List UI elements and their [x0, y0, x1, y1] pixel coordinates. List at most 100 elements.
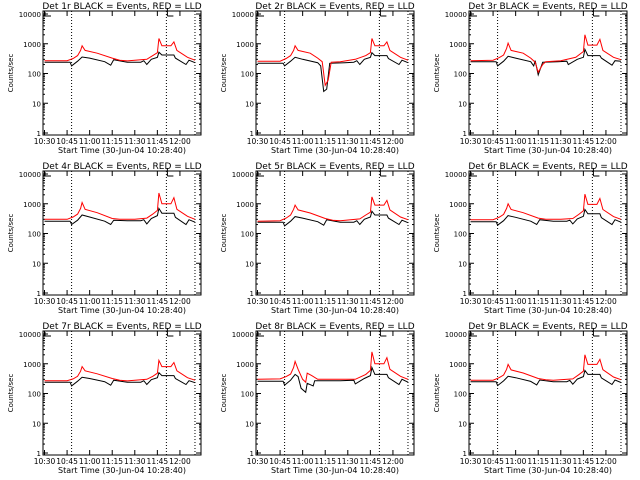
lld-series-line: [257, 351, 409, 384]
y-tick-label: 10: [32, 100, 41, 108]
x-tick-label: 11:30: [550, 137, 572, 146]
x-tick-label: 11:30: [550, 457, 572, 466]
y-tick-label: 1: [463, 450, 467, 458]
y-tick-label: 1000: [23, 361, 41, 369]
panel-title: Det 9r BLACK = Events, RED = LLD: [468, 322, 627, 332]
y-tick-label: 1000: [23, 201, 41, 209]
y-tick-label: 10: [245, 420, 254, 428]
x-tick-label: 10:45: [482, 297, 504, 306]
x-tick-label: 11:30: [337, 137, 359, 146]
plot-frame: [468, 170, 628, 296]
y-tick-label: 1: [37, 290, 41, 298]
x-tick-label: 11:30: [337, 297, 359, 306]
y-tick-label: 100: [454, 71, 467, 79]
y-axis-label: Counts/sec: [7, 54, 15, 93]
plot-frame: [468, 10, 628, 136]
y-tick-label: 10: [458, 420, 467, 428]
y-tick-label: 100: [28, 391, 41, 399]
x-tick-label: 10:45: [482, 137, 504, 146]
chart-panel-7: Det 7r BLACK = Events, RED = LLD 1 10 100 10…: [7, 322, 202, 475]
y-tick-label: 10000: [445, 171, 467, 179]
events-series-line: [44, 207, 196, 226]
plot-frame: [42, 330, 202, 456]
y-tick-label: 10: [245, 260, 254, 268]
events-series-line: [257, 210, 409, 227]
panel-title: Det 5r BLACK = Events, RED = LLD: [255, 162, 414, 172]
y-tick-label: 1: [250, 290, 254, 298]
x-tick-label: 11:00: [292, 137, 314, 146]
y-tick-label: 10: [245, 100, 254, 108]
x-tick-label: 10:45: [269, 457, 291, 466]
lld-series-line: [257, 196, 409, 222]
events-series-line: [44, 51, 196, 67]
y-axis-label: Counts/sec: [433, 374, 441, 413]
chart-panel-2: Det 2r BLACK = Events, RED = LLD 1 10 100 10…: [220, 2, 415, 155]
y-tick-label: 1: [250, 450, 254, 458]
panel-title: Det 2r BLACK = Events, RED = LLD: [255, 2, 414, 12]
y-tick-label: 1: [463, 130, 467, 138]
x-axis-label: Start Time (30-Jun-04 10:28:40): [484, 306, 612, 315]
x-tick-label: 12:00: [169, 297, 191, 306]
x-tick-label: 12:00: [595, 137, 617, 146]
panel-title: Det 3r BLACK = Events, RED = LLD: [468, 2, 627, 12]
plot-frame: [42, 10, 202, 136]
x-tick-label: 10:30: [460, 297, 482, 306]
mid-bracket-mark: [592, 168, 600, 177]
y-tick-label: 10: [458, 100, 467, 108]
lld-series-line: [470, 354, 622, 381]
x-tick-label: 11:45: [360, 297, 382, 306]
x-tick-label: 12:00: [382, 457, 404, 466]
panel-title: Det 1r BLACK = Events, RED = LLD: [42, 2, 201, 12]
x-tick-label: 11:15: [527, 457, 549, 466]
events-series-line: [257, 365, 409, 394]
x-axis-label: Start Time (30-Jun-04 10:28:40): [58, 466, 186, 475]
x-tick-label: 11:30: [124, 297, 146, 306]
x-tick-label: 10:30: [247, 297, 269, 306]
y-axis-label: Counts/sec: [7, 214, 15, 253]
x-axis-label: Start Time (30-Jun-04 10:28:40): [58, 146, 186, 155]
plot-frame: [468, 330, 628, 456]
events-series-line: [44, 371, 196, 387]
x-tick-label: 11:00: [292, 457, 314, 466]
lld-series-line: [44, 38, 196, 62]
chart-panel-6: Det 6r BLACK = Events, RED = LLD 1 10 100 10…: [433, 162, 628, 315]
x-axis-label: Start Time (30-Jun-04 10:28:40): [271, 306, 399, 315]
x-tick-label: 11:00: [505, 137, 527, 146]
x-tick-label: 10:45: [56, 457, 78, 466]
x-tick-label: 12:00: [595, 297, 617, 306]
y-tick-label: 10000: [19, 11, 41, 19]
y-tick-label: 1000: [236, 361, 254, 369]
panel-title: Det 8r BLACK = Events, RED = LLD: [255, 322, 414, 332]
x-tick-label: 11:45: [147, 297, 169, 306]
y-tick-label: 10000: [232, 331, 254, 339]
lld-series-line: [470, 34, 622, 74]
x-tick-label: 11:45: [573, 137, 595, 146]
mid-bracket-mark: [166, 168, 174, 177]
x-tick-label: 12:00: [169, 457, 191, 466]
mid-bracket-mark: [379, 168, 387, 177]
y-tick-label: 1000: [449, 201, 467, 209]
panel-title: Det 7r BLACK = Events, RED = LLD: [42, 322, 201, 332]
x-axis-label: Start Time (30-Jun-04 10:28:40): [58, 306, 186, 315]
x-tick-label: 11:30: [337, 457, 359, 466]
x-tick-label: 11:15: [314, 137, 336, 146]
plot-frame: [42, 170, 202, 296]
x-tick-label: 11:00: [79, 457, 101, 466]
x-tick-label: 10:30: [34, 137, 56, 146]
mid-bracket-mark: [166, 8, 174, 17]
x-tick-label: 11:15: [314, 297, 336, 306]
y-tick-label: 100: [28, 231, 41, 239]
x-tick-label: 12:00: [169, 137, 191, 146]
panel-title: Det 4r BLACK = Events, RED = LLD: [42, 162, 201, 172]
events-series-line: [470, 47, 622, 77]
y-tick-label: 1: [250, 130, 254, 138]
y-axis-label: Counts/sec: [220, 214, 228, 253]
y-tick-label: 10000: [445, 331, 467, 339]
x-tick-label: 10:45: [482, 457, 504, 466]
lld-series-line: [44, 192, 196, 220]
chart-panel-5: Det 5r BLACK = Events, RED = LLD 1 10 100 10…: [220, 162, 415, 315]
x-tick-label: 11:45: [573, 297, 595, 306]
x-tick-label: 11:15: [527, 137, 549, 146]
x-tick-label: 11:15: [314, 457, 336, 466]
